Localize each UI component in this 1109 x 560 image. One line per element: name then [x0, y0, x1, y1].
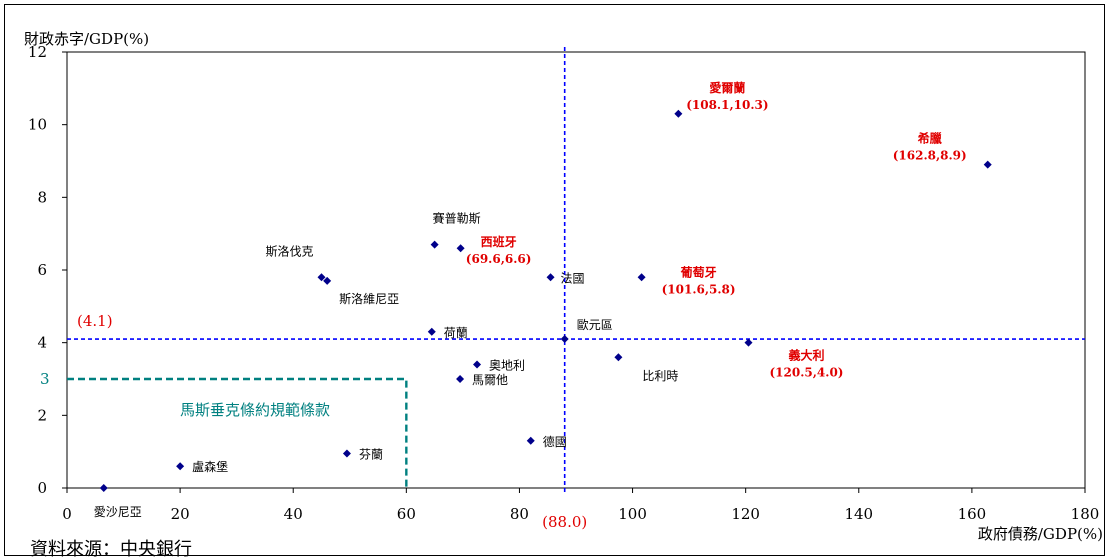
euro-area-deficit-label: (4.1)	[77, 312, 113, 330]
data-point	[456, 375, 465, 383]
point-label: 葡萄牙	[680, 264, 717, 279]
maastricht-label: 馬斯垂克條約規範條款	[180, 401, 330, 419]
plot-area	[66, 51, 1086, 489]
point-label: 芬蘭	[359, 447, 383, 461]
data-point	[342, 449, 351, 458]
chart-frame	[4, 4, 1105, 556]
euro-area-debt-label: (88.0)	[542, 513, 587, 531]
point-label: 比利時	[642, 369, 678, 383]
data-point	[317, 273, 326, 282]
data-point	[614, 353, 623, 362]
point-label: 德國	[543, 434, 567, 449]
point-label: 希臘	[917, 131, 942, 146]
point-label: 盧森堡	[192, 459, 228, 474]
axis-ticks: 0 20 40 60 80 100 120 140 160 180 0 2 4 6 8 10 12	[28, 43, 1099, 523]
point-coords-label: (162.8,8.9)	[893, 149, 967, 163]
y-tick-label: 0	[37, 479, 47, 497]
x-tick-label: 80	[510, 505, 529, 523]
y-axis-label: 財政赤字/GDP(%)	[24, 30, 149, 48]
x-tick-label: 0	[62, 505, 72, 523]
y-tick-label: 6	[37, 261, 47, 279]
data-point	[456, 244, 465, 253]
point-coords-label: (108.1,10.3)	[686, 98, 768, 112]
data-point	[427, 327, 436, 336]
data-point	[430, 240, 439, 249]
x-tick-label: 40	[284, 505, 303, 523]
point-coords-label: (120.5,4.0)	[769, 366, 843, 380]
y-tick-label: 12	[28, 43, 47, 61]
x-tick-label: 100	[618, 505, 647, 523]
point-coords-label: (101.6,5.8)	[662, 282, 736, 296]
y-tick-label: 4	[37, 334, 47, 352]
maastricht-threshold-label: 3	[40, 370, 50, 388]
x-tick-label: 60	[397, 505, 416, 523]
point-label: 歐元區	[577, 317, 613, 332]
point-label: 馬爾他	[472, 373, 508, 387]
point-label: 義大利	[788, 348, 824, 363]
y-tick-label: 10	[28, 116, 47, 134]
data-point	[473, 360, 482, 369]
data-point	[323, 276, 332, 285]
point-label: 愛爾蘭	[709, 80, 745, 95]
x-axis-label: 政府債務/GDP(%)	[978, 525, 1103, 543]
x-tick-label: 120	[731, 505, 760, 523]
x-tick-label: 160	[958, 505, 987, 523]
data-point	[560, 335, 569, 344]
data-point	[674, 109, 683, 118]
y-tick-label: 2	[37, 406, 47, 424]
point-coords-label: (69.6,6.6)	[466, 252, 532, 266]
data-point	[99, 484, 108, 492]
x-tick-label: 20	[171, 505, 190, 523]
y-tick-label: 8	[37, 188, 47, 206]
data-point	[637, 273, 646, 282]
data-point	[526, 436, 535, 445]
reference-lines: (88.0) (4.1) 3 馬斯垂克條約規範條款	[40, 47, 1085, 531]
source-note: 資料來源：中央銀行	[30, 539, 192, 560]
data-point	[176, 462, 185, 471]
x-tick-label: 180	[1071, 505, 1100, 523]
data-point	[546, 273, 555, 282]
x-tick-label: 140	[844, 505, 873, 523]
point-label: 奧地利	[489, 358, 525, 372]
point-label: 法國	[561, 271, 585, 285]
point-label: 賽普勒斯	[433, 211, 481, 226]
point-label: 斯洛伐克	[265, 243, 313, 258]
point-label: 荷蘭	[444, 326, 468, 340]
point-label: 斯洛維尼亞	[339, 291, 399, 306]
data-point	[744, 338, 753, 347]
data-point	[983, 160, 992, 169]
point-label: 愛沙尼亞	[94, 505, 142, 519]
point-label: 西班牙	[481, 234, 517, 249]
maastricht-boundary	[67, 377, 408, 488]
